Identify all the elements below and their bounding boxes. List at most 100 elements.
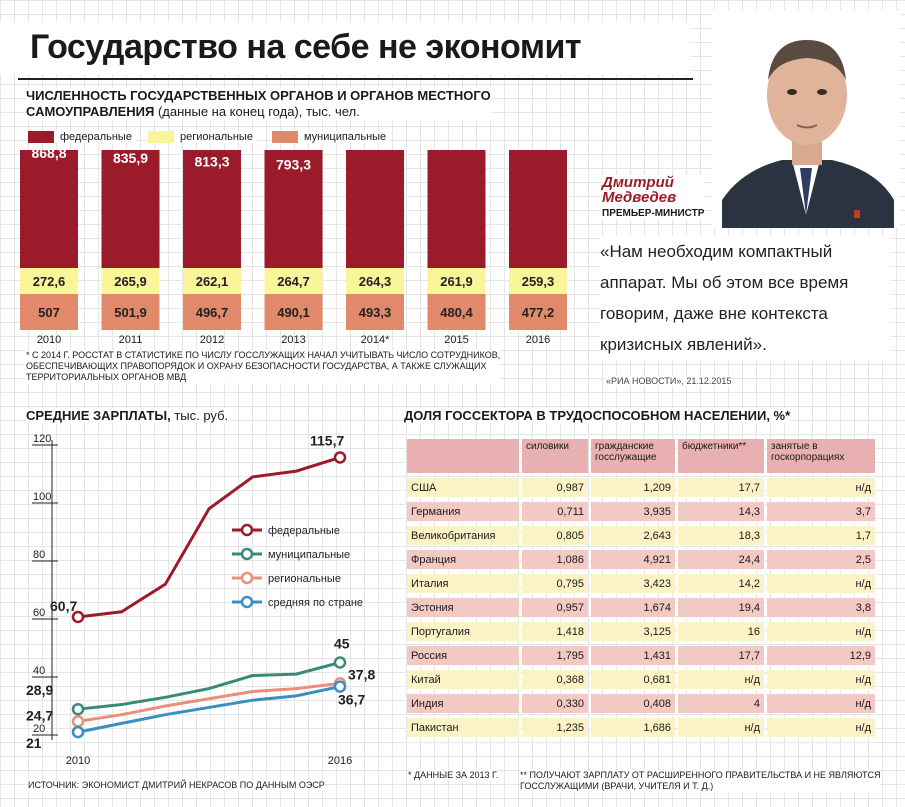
bar-label-federal: 813,3 bbox=[194, 153, 229, 169]
table-cell-value: 16 bbox=[678, 622, 764, 641]
legend-label: федеральные bbox=[268, 525, 340, 537]
table-cell-value: 4,921 bbox=[591, 550, 675, 569]
title-banner: Государство на себе не экономит bbox=[0, 22, 690, 74]
table-cell-value: н/д bbox=[767, 574, 875, 593]
table-cell-country: Германия bbox=[407, 502, 519, 521]
bar-municipal bbox=[264, 294, 323, 330]
y-tick-label: 100 bbox=[33, 491, 51, 503]
headcount-footnote-line3: ТЕРРИТОРИАЛЬНЫХ ОРГАНОВ МВД bbox=[26, 372, 187, 382]
legend-marker bbox=[240, 523, 254, 537]
line-start-label: 21 bbox=[26, 735, 42, 751]
bar-municipal bbox=[346, 294, 404, 330]
table-cell-value: 0,711 bbox=[522, 502, 588, 521]
line-start-label: 60,7 bbox=[50, 598, 77, 614]
table-cell-value: 1,674 bbox=[591, 598, 675, 617]
x-tick-label: 2014* bbox=[361, 334, 390, 346]
bar-regional bbox=[101, 268, 160, 294]
legend-federal: федеральные bbox=[28, 131, 136, 143]
legend-marker bbox=[240, 547, 254, 561]
legend-marker bbox=[240, 571, 254, 585]
bar-label-federal: 868,8 bbox=[31, 150, 66, 161]
table-row: Великобритания 0,805 2,643 18,3 1,7 bbox=[407, 526, 875, 545]
table-cell-value: 2,5 bbox=[767, 550, 875, 569]
y-tick-label: 120 bbox=[33, 433, 51, 445]
table-cell-value: 4 bbox=[678, 694, 764, 713]
table-header-col3: бюджетники** bbox=[678, 439, 764, 473]
bar-label-municipal: 490,1 bbox=[277, 305, 310, 320]
line-end-label: 45 bbox=[334, 636, 350, 652]
salary-heading-bold: СРЕДНИЕ ЗАРПЛАТЫ, bbox=[26, 408, 171, 423]
line-point-start bbox=[71, 610, 85, 624]
bar-label-regional: 259,3 bbox=[522, 274, 555, 289]
x-tick-label: 2012 bbox=[200, 334, 224, 346]
bar-label-municipal: 477,2 bbox=[522, 305, 555, 320]
bar-label-federal: 793,3 bbox=[276, 156, 311, 172]
table-cell-value: 0,330 bbox=[522, 694, 588, 713]
legend-regional-label: региональные bbox=[180, 131, 253, 143]
headcount-heading-rest: (данные на конец года), тыс. чел. bbox=[154, 104, 360, 119]
y-tick-label: 60 bbox=[33, 607, 45, 619]
bar-federal bbox=[264, 150, 323, 268]
portrait-photo bbox=[712, 10, 900, 228]
table-row: США 0,987 1,209 17,7 н/д bbox=[407, 478, 875, 497]
bar-label-regional: 265,9 bbox=[114, 274, 147, 289]
table-row: Эстония 0,957 1,674 19,4 3,8 bbox=[407, 598, 875, 617]
table-cell-country: Индия bbox=[407, 694, 519, 713]
legend-federal-label: федеральные bbox=[60, 131, 132, 143]
table-cell-value: 0,805 bbox=[522, 526, 588, 545]
table-cell-value: 1,086 bbox=[522, 550, 588, 569]
line-point-end bbox=[333, 656, 347, 669]
author-name-last: Медведев bbox=[602, 189, 677, 206]
bar-label-regional: 262,1 bbox=[196, 274, 229, 289]
table-header-col2: гражданские госслужащие bbox=[591, 439, 675, 473]
table-cell-value: 0,408 bbox=[591, 694, 675, 713]
headcount-heading-line2: САМОУПРАВЛЕНИЯ (данные на конец года), т… bbox=[26, 104, 491, 120]
table-cell-value: 0,987 bbox=[522, 478, 588, 497]
page-title: Государство на себе не экономит bbox=[30, 28, 582, 66]
bar-label-municipal: 501,9 bbox=[114, 305, 147, 320]
table-cell-value: н/д bbox=[678, 718, 764, 737]
table-cell-value: 3,125 bbox=[591, 622, 675, 641]
table-footnote-2-line2: ГОССЛУЖАЩИМИ (ВРАЧИ, УЧИТЕЛЯ И Т. Д.) bbox=[520, 781, 714, 791]
quote-author: Дмитрий Медведев ПРЕМЬЕР-МИНИСТР bbox=[602, 175, 705, 219]
table-footnote-1: * ДАННЫЕ ЗА 2013 Г. bbox=[408, 770, 499, 781]
bar-federal bbox=[427, 150, 486, 268]
table-cell-country: Франция bbox=[407, 550, 519, 569]
legend-label: региональные bbox=[268, 573, 341, 585]
legend-regional: региональные bbox=[148, 131, 257, 143]
legend-regional-swatch bbox=[148, 131, 174, 143]
table-cell-value: 17,7 bbox=[678, 478, 764, 497]
line-start-label: 28,9 bbox=[26, 682, 53, 698]
bar-municipal bbox=[183, 294, 241, 330]
table-cell-country: Великобритания bbox=[407, 526, 519, 545]
table-cell-value: 17,7 bbox=[678, 646, 764, 665]
x-tick-label: 2010 bbox=[37, 334, 61, 346]
bar-municipal bbox=[509, 294, 567, 330]
table-cell-value: н/д bbox=[767, 670, 875, 689]
table-cell-value: 0,795 bbox=[522, 574, 588, 593]
salary-heading-rest: тыс. руб. bbox=[170, 408, 229, 423]
legend-marker bbox=[240, 595, 254, 609]
table-cell-value: 18,3 bbox=[678, 526, 764, 545]
author-role: ПРЕМЬЕР-МИНИСТР bbox=[602, 208, 705, 219]
table-header-col1: силовики bbox=[522, 439, 588, 473]
table-cell-value: н/д bbox=[767, 718, 875, 737]
legend-label: средняя по стране bbox=[268, 597, 363, 609]
table-row: Португалия 1,418 3,125 16 н/д bbox=[407, 622, 875, 641]
bar-label-municipal: 493,3 bbox=[359, 305, 392, 320]
x-tick-label: 2013 bbox=[281, 334, 305, 346]
headcount-footnote: * С 2014 Г. РОССТАТ В СТАТИСТИКЕ ПО ЧИСЛ… bbox=[26, 350, 501, 383]
table-cell-value: 1,418 bbox=[522, 622, 588, 641]
line-point-end bbox=[333, 680, 347, 693]
table-cell-value: 24,4 bbox=[678, 550, 764, 569]
table-row: Италия 0,795 3,423 14,2 н/д bbox=[407, 574, 875, 593]
legend-municipal: муниципальные bbox=[272, 131, 391, 143]
bar-label-federal: 835,9 bbox=[113, 150, 148, 166]
bar-municipal bbox=[427, 294, 486, 330]
bar-municipal bbox=[20, 294, 78, 330]
bar-federal bbox=[509, 150, 567, 268]
table-cell-value: 1,7 bbox=[767, 526, 875, 545]
table-cell-value: 2,643 bbox=[591, 526, 675, 545]
bar-federal bbox=[101, 150, 160, 268]
